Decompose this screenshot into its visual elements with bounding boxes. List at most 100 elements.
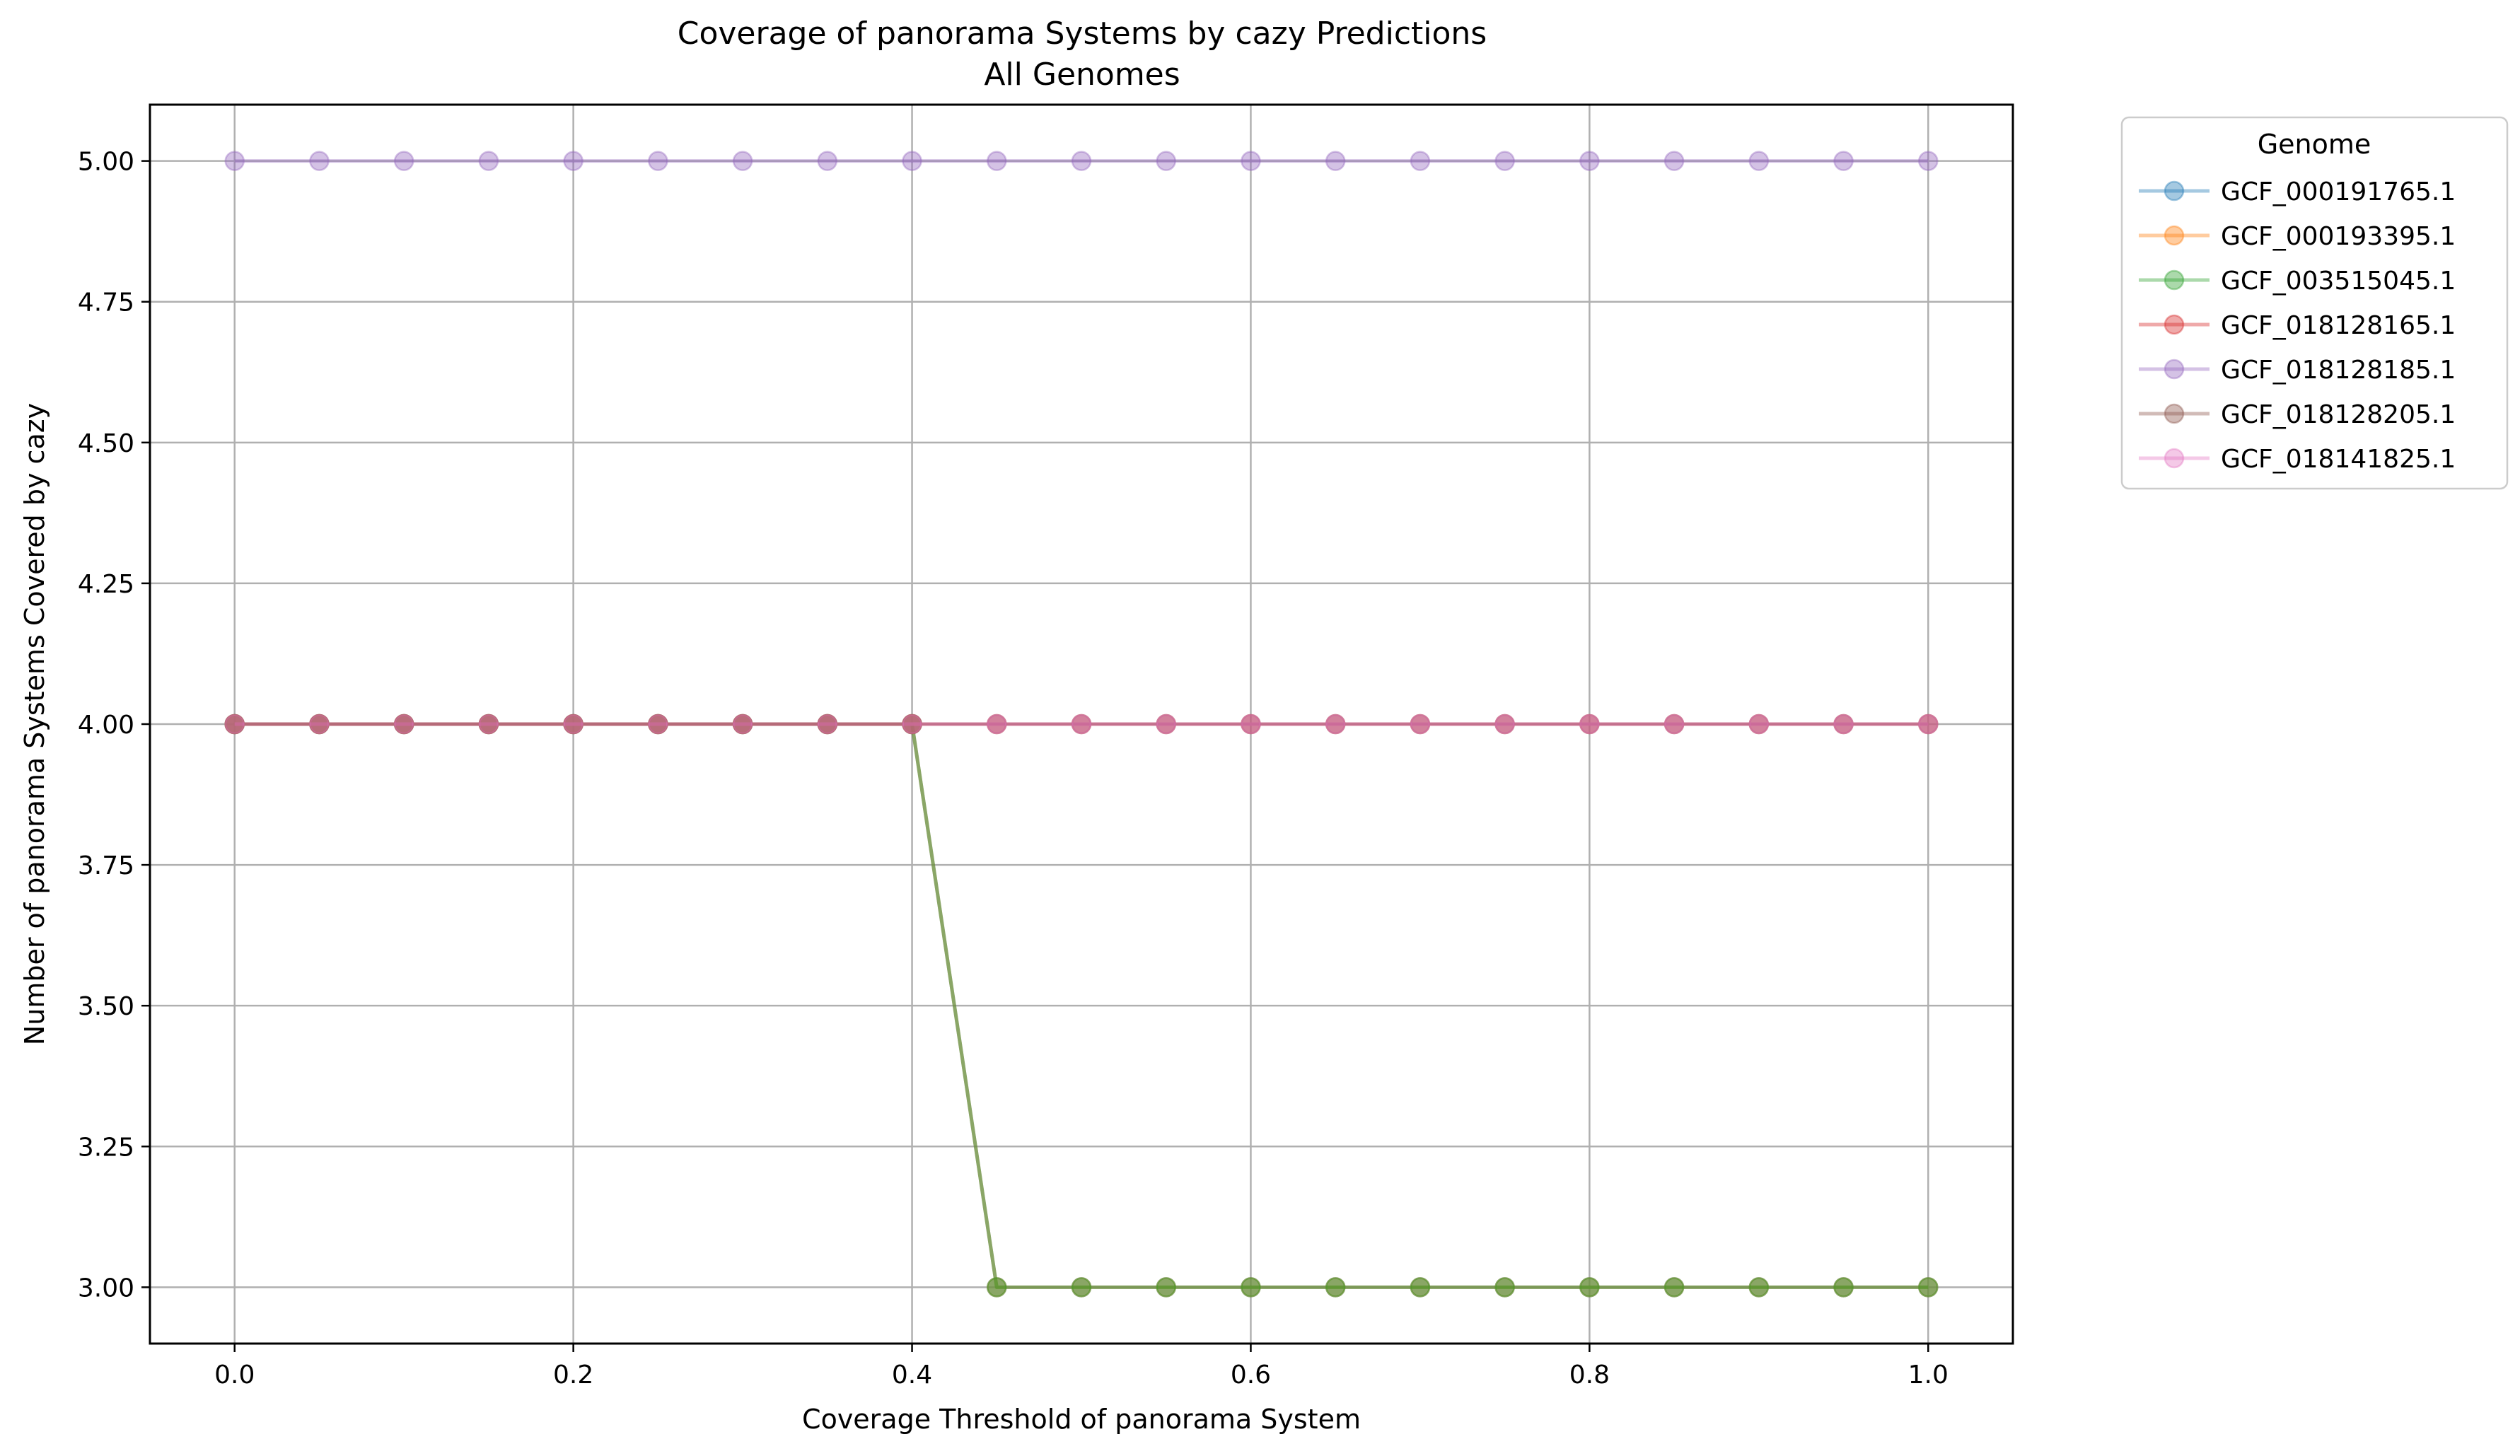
- data-point: [393, 151, 414, 171]
- data-point: [1494, 1277, 1515, 1298]
- data-point: [1325, 1277, 1346, 1298]
- data-point: [1663, 1277, 1685, 1298]
- data-point: [648, 714, 668, 735]
- legend-marker: [2164, 448, 2185, 469]
- data-point: [1325, 1277, 1346, 1298]
- data-point: [902, 714, 922, 735]
- data-point: [1918, 714, 1939, 735]
- data-point: [478, 151, 499, 171]
- data-point: [1494, 714, 1515, 735]
- data-point: [1833, 1277, 1854, 1298]
- data-point: [1748, 1277, 1770, 1298]
- legend-marker: [2164, 359, 2185, 380]
- data-point: [563, 714, 583, 735]
- legend-marker: [2164, 269, 2185, 291]
- data-point: [1156, 714, 1176, 735]
- x-tick-label: 0.0: [214, 1361, 255, 1390]
- data-point: [1071, 714, 1092, 735]
- data-point: [1325, 1277, 1346, 1298]
- data-point: [1494, 1277, 1515, 1298]
- legend-label: GCF_018128205.1: [2221, 400, 2456, 429]
- legend-marker: [2164, 180, 2185, 202]
- legend-box: [2120, 116, 2509, 490]
- data-point: [1918, 714, 1939, 735]
- data-point: [1663, 714, 1685, 735]
- data-point: [309, 714, 330, 735]
- data-point: [563, 714, 583, 735]
- series-GCF_018128205.1: [224, 714, 1939, 735]
- legend-items: GCF_000191765.1 GCF_000193395.1 GCF_003515…: [2139, 177, 2456, 474]
- data-point: [1241, 1277, 1261, 1298]
- legend-label: GCF_003515045.1: [2221, 267, 2456, 296]
- data-point: [1663, 1277, 1685, 1298]
- y-tick-label: 4.50: [78, 429, 134, 458]
- data-point: [1748, 714, 1770, 735]
- data-point: [732, 714, 753, 735]
- legend-label: GCF_018128165.1: [2221, 311, 2456, 340]
- data-point: [478, 714, 499, 735]
- data-point: [987, 1277, 1007, 1298]
- data-point: [732, 714, 753, 735]
- data-point: [1918, 151, 1939, 171]
- data-point: [1663, 151, 1685, 171]
- data-point: [478, 714, 499, 735]
- data-point: [393, 714, 414, 735]
- data-point: [1156, 714, 1176, 735]
- data-point: [224, 714, 245, 735]
- data-point: [393, 714, 414, 735]
- legend-label: GCF_000191765.1: [2221, 177, 2456, 206]
- data-point: [648, 714, 668, 735]
- legend-item: GCF_000193395.1: [2139, 222, 2456, 251]
- data-point: [1325, 714, 1346, 735]
- legend-item: GCF_003515045.1: [2139, 267, 2456, 296]
- data-point: [1833, 714, 1854, 735]
- data-point: [817, 714, 838, 735]
- data-point: [1663, 714, 1685, 735]
- data-point: [1071, 714, 1092, 735]
- data-point: [1241, 151, 1261, 171]
- data-point: [1579, 714, 1600, 735]
- data-point: [1071, 151, 1092, 171]
- data-point: [1410, 714, 1431, 735]
- data-point: [1833, 1277, 1854, 1298]
- legend-item: GCF_000191765.1: [2139, 177, 2456, 206]
- data-point: [902, 151, 922, 171]
- data-point: [987, 714, 1007, 735]
- data-point: [1241, 1277, 1261, 1298]
- data-point: [817, 714, 838, 735]
- data-point: [1071, 1277, 1092, 1298]
- data-point: [1071, 714, 1092, 735]
- series-line: [234, 722, 1929, 1289]
- data-point: [902, 714, 922, 735]
- data-point: [393, 714, 414, 735]
- data-point: [393, 714, 414, 735]
- data-point: [732, 714, 753, 735]
- data-point: [224, 151, 245, 171]
- data-point: [732, 151, 753, 171]
- data-point: [1325, 714, 1346, 735]
- data-point: [478, 714, 499, 735]
- series-GCF_003515045.1: [224, 714, 1939, 1298]
- data-point: [1494, 714, 1515, 735]
- data-point: [478, 714, 499, 735]
- data-point: [1579, 714, 1600, 735]
- data-point: [648, 151, 668, 171]
- data-point: [1579, 151, 1600, 171]
- data-point: [1748, 1277, 1770, 1298]
- data-point: [1918, 1277, 1939, 1298]
- data-point: [987, 1277, 1007, 1298]
- data-point: [1579, 1277, 1600, 1298]
- data-point: [987, 151, 1007, 171]
- y-tick-label: 3.25: [78, 1133, 134, 1162]
- y-tick-label: 5.00: [78, 148, 134, 177]
- y-tick-label: 3.75: [78, 851, 134, 880]
- data-point: [309, 714, 330, 735]
- series-line: [234, 722, 1929, 1289]
- data-point: [1918, 1277, 1939, 1298]
- x-tick-label: 1.0: [1908, 1361, 1949, 1390]
- data-point: [1663, 1277, 1685, 1298]
- data-point: [648, 714, 668, 735]
- data-point: [1579, 714, 1600, 735]
- data-point: [224, 714, 245, 735]
- plot-series: [224, 151, 1939, 1298]
